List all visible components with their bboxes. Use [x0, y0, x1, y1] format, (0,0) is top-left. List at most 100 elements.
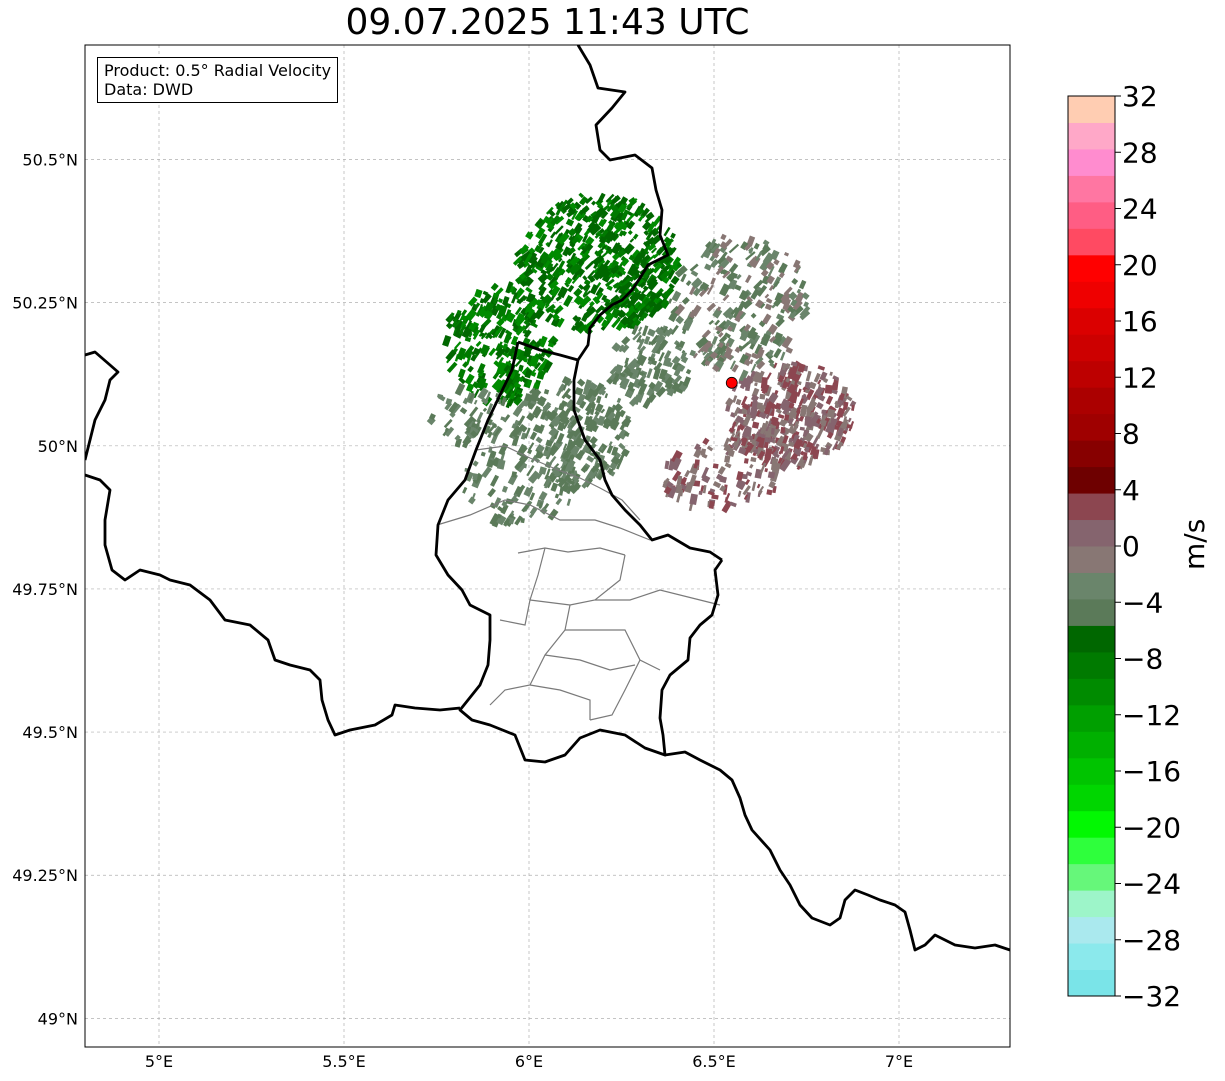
echo-cell [648, 290, 653, 295]
echo-cell [573, 406, 581, 414]
echo-cell [750, 331, 759, 341]
echo-cell [845, 395, 853, 402]
echo-cell [600, 211, 609, 220]
echo-cell [542, 368, 548, 375]
colorbar-segment [1068, 916, 1115, 944]
echo-cell [538, 502, 543, 509]
echo-cell [583, 388, 595, 402]
echo-cell [623, 431, 630, 437]
colorbar-segment [1068, 757, 1115, 785]
echo-cell [835, 441, 844, 451]
echo-cell [660, 327, 670, 338]
plot-frame [84, 44, 1011, 1048]
echo-cell [625, 415, 632, 420]
echo-cell [781, 450, 790, 460]
echo-cell [621, 230, 628, 237]
echo-cell [555, 295, 562, 302]
echo-cell [738, 446, 747, 455]
echo-cell [700, 281, 710, 292]
echo-cell [503, 364, 511, 373]
echo-cell [671, 355, 681, 365]
echo-cell [616, 397, 622, 404]
echo-cell [534, 244, 542, 253]
echo-cell [559, 486, 564, 496]
echo-cell [507, 395, 514, 404]
echo-cell [832, 378, 839, 391]
echo-cell [726, 273, 735, 283]
echo-cell [481, 466, 492, 479]
echo-cell [527, 448, 533, 455]
echo-cell [505, 518, 510, 525]
echo-cell [680, 355, 689, 364]
echo-cell [612, 372, 620, 385]
echo-cell [627, 263, 636, 276]
echo-cell [460, 314, 468, 322]
echo-cell [708, 238, 717, 250]
echo-cell [788, 291, 798, 301]
echo-cell [682, 317, 694, 332]
echo-cell [766, 275, 775, 285]
echo-cell [715, 265, 725, 276]
echo-cell [680, 351, 688, 360]
echo-cell [665, 327, 674, 337]
echo-cell [660, 298, 670, 310]
lat-tick-label: 50.5°N [22, 151, 78, 170]
colorbar-segment [1068, 837, 1115, 865]
echo-cell [681, 476, 688, 484]
echo-cell [781, 335, 793, 349]
echo-cell [758, 404, 766, 413]
echo-cell [631, 318, 642, 329]
echo-cell [804, 389, 810, 394]
echo-cell [514, 515, 523, 526]
echo-cell [723, 437, 730, 448]
echo-cell [579, 400, 587, 409]
echo-cell [759, 393, 766, 400]
echo-cell [627, 381, 635, 390]
echo-cell [742, 485, 751, 496]
echo-cell [792, 300, 803, 311]
echo-cell [722, 294, 730, 302]
echo-cell [678, 340, 686, 349]
echo-cell [604, 311, 615, 323]
echo-cell [771, 462, 781, 474]
echo-cell [750, 363, 757, 373]
echo-cell [745, 274, 752, 284]
echo-cell [611, 232, 620, 241]
echo-cell [553, 429, 560, 440]
echo-cell [694, 443, 701, 451]
echo-cell [728, 262, 739, 274]
echo-cell [606, 245, 612, 251]
echo-cell [588, 395, 596, 404]
echo-cell [526, 412, 536, 422]
echo-cell [584, 236, 595, 246]
echo-cell [562, 379, 569, 391]
echo-cell [532, 405, 541, 417]
echo-cell [849, 400, 857, 408]
echo-cell [666, 361, 674, 368]
echo-cell [614, 285, 622, 293]
echo-cell [496, 361, 506, 375]
echo-cell [530, 371, 537, 377]
echo-cell [601, 294, 608, 302]
echo-cell [469, 406, 479, 418]
echo-cell [532, 424, 542, 433]
colorbar-segment [1068, 228, 1115, 256]
echo-cell [444, 426, 455, 437]
echo-cell [619, 377, 630, 390]
colorbar-segment [1068, 96, 1115, 123]
echo-cell [737, 490, 742, 498]
echo-cell [720, 233, 727, 241]
echo-cell [670, 305, 679, 315]
echo-cell [664, 460, 670, 470]
echo-cell [668, 298, 673, 304]
echo-cell [496, 459, 506, 470]
echo-cell [652, 367, 662, 380]
echo-cell [465, 426, 472, 434]
echo-cell [540, 408, 548, 420]
echo-cell [712, 258, 720, 266]
echo-cell [576, 322, 587, 334]
echo-cell [832, 375, 840, 382]
echo-cell [719, 283, 731, 297]
echo-cell [837, 427, 844, 437]
echo-cell [562, 419, 571, 430]
